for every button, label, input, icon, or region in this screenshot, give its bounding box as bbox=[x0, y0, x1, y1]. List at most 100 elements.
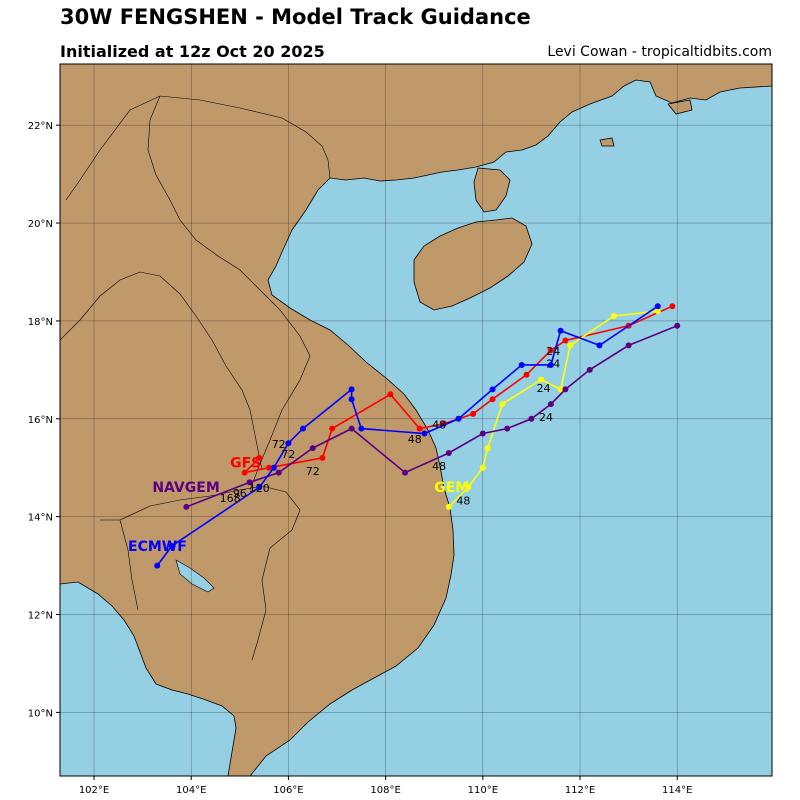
forecast-hour-label: 48 bbox=[432, 460, 446, 473]
forecast-hour-label: 48 bbox=[408, 433, 422, 446]
track-point bbox=[547, 401, 554, 408]
track-point bbox=[518, 361, 525, 368]
track-point bbox=[319, 454, 326, 461]
forecast-hour-label: 120 bbox=[249, 482, 270, 495]
forecast-hour-label: 72 bbox=[306, 465, 320, 478]
forecast-hour-label: 72 bbox=[281, 448, 295, 461]
tonle-sap-lake bbox=[175, 559, 215, 593]
lat-tick-label: 18°N bbox=[28, 317, 53, 328]
track-point bbox=[455, 415, 462, 422]
forecast-hour-label: 24 bbox=[537, 382, 551, 395]
gridlines bbox=[60, 64, 772, 776]
track-point bbox=[421, 430, 428, 437]
track-point bbox=[348, 425, 355, 432]
track-point bbox=[596, 342, 603, 349]
forecast-hour-label: 96 bbox=[233, 487, 247, 500]
track-point bbox=[300, 425, 307, 432]
model-label-gfs: GFS bbox=[230, 456, 261, 472]
lon-tick-label: 112°E bbox=[565, 785, 595, 796]
track-point bbox=[270, 464, 277, 471]
model-label-gem: GEM bbox=[434, 480, 469, 496]
track-point bbox=[499, 401, 506, 408]
model-label-navgem: NAVGEM bbox=[152, 480, 219, 496]
track-point bbox=[246, 479, 253, 486]
track-point bbox=[479, 430, 486, 437]
track-point bbox=[489, 386, 496, 393]
track-point bbox=[416, 425, 423, 432]
track-point bbox=[256, 484, 263, 491]
track-point bbox=[547, 347, 554, 354]
borders bbox=[60, 95, 331, 661]
track-point bbox=[557, 327, 564, 334]
track-navgem: 24 48 72 NAVGEM bbox=[152, 322, 681, 510]
track-point bbox=[465, 484, 472, 491]
track-line-gem bbox=[448, 310, 658, 508]
track-point bbox=[183, 503, 190, 510]
track-point bbox=[265, 464, 272, 471]
forecast-hour-label: 24 bbox=[539, 411, 553, 424]
track-point bbox=[625, 342, 632, 349]
model-tracks: 24487296GFS2448GEM244872NAVGEM2448721201… bbox=[128, 303, 681, 569]
track-point bbox=[504, 425, 511, 432]
track-point bbox=[567, 342, 574, 349]
lon-tick-label: 110°E bbox=[468, 785, 498, 796]
track-point bbox=[654, 303, 661, 310]
forecast-hour-label: 24 bbox=[546, 345, 560, 358]
axis-ticks: 102°E 104°E 106°E 108°E 110°E 112°E 114°E 10°N 1… bbox=[28, 121, 693, 796]
forecast-hour-label: 168 bbox=[220, 492, 241, 505]
track-point bbox=[256, 454, 263, 461]
track-point bbox=[168, 543, 175, 550]
map-frame bbox=[59, 63, 773, 777]
track-point bbox=[470, 410, 477, 417]
track-point bbox=[528, 415, 535, 422]
hainan-island bbox=[413, 217, 533, 311]
lat-tick-label: 16°N bbox=[28, 415, 53, 426]
init-time: Initialized at 12z Oct 20 2025 bbox=[60, 42, 325, 61]
track-point bbox=[479, 464, 486, 471]
track-point bbox=[562, 386, 569, 393]
island-east bbox=[667, 99, 693, 115]
track-point bbox=[348, 386, 355, 393]
forecast-hour-label: 48 bbox=[456, 494, 470, 507]
lon-tick-label: 114°E bbox=[662, 785, 692, 796]
track-gfs: 24 48 72 96 GFS bbox=[230, 303, 676, 500]
track-point bbox=[241, 469, 248, 476]
track-ecmwf: 24 48 72 120 168 ECMWF bbox=[128, 303, 661, 569]
lat-tick-label: 10°N bbox=[28, 708, 53, 719]
mainland bbox=[60, 64, 772, 776]
credit: Levi Cowan - tropicaltidbits.com bbox=[547, 44, 772, 60]
track-point bbox=[586, 366, 593, 373]
track-point bbox=[329, 425, 336, 432]
track-point bbox=[275, 469, 282, 476]
leizhou-peninsula bbox=[473, 167, 511, 213]
forecast-hour-label: 72 bbox=[272, 438, 286, 451]
lat-tick-label: 20°N bbox=[28, 219, 53, 230]
lon-tick-label: 106°E bbox=[273, 785, 303, 796]
track-point bbox=[348, 396, 355, 403]
track-point bbox=[547, 361, 554, 368]
track-point bbox=[402, 469, 409, 476]
track-point bbox=[154, 562, 161, 569]
track-point bbox=[557, 386, 564, 393]
track-point bbox=[285, 440, 292, 447]
track-point bbox=[484, 445, 491, 452]
lon-tick-label: 104°E bbox=[176, 785, 206, 796]
track-point bbox=[669, 303, 676, 310]
lon-tick-label: 108°E bbox=[370, 785, 400, 796]
track-point bbox=[654, 308, 661, 315]
lat-tick-label: 12°N bbox=[28, 611, 53, 622]
lat-tick-label: 14°N bbox=[28, 513, 53, 524]
track-point bbox=[674, 322, 681, 329]
model-label-ecmwf: ECMWF bbox=[128, 539, 187, 555]
track-point bbox=[309, 445, 316, 452]
track-point bbox=[445, 450, 452, 457]
chart-title: 30W FENGSHEN - Model Track Guidance bbox=[60, 5, 531, 29]
land bbox=[60, 64, 772, 776]
track-point bbox=[538, 376, 545, 383]
track-point bbox=[562, 337, 569, 344]
track-point bbox=[611, 313, 618, 320]
track-point bbox=[358, 425, 365, 432]
forecast-hour-label: 48 bbox=[432, 419, 446, 432]
